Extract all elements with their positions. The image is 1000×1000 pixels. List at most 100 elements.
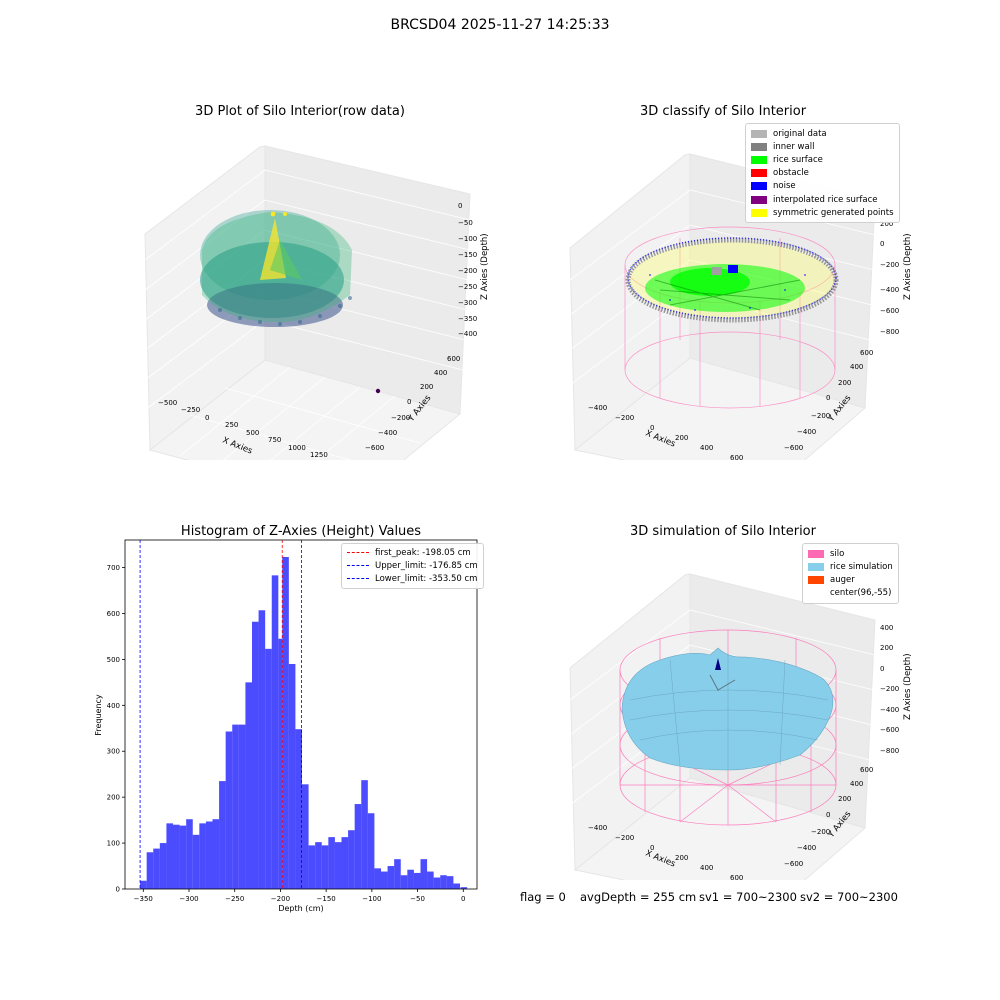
- histogram-reference-lines: [139, 540, 302, 889]
- histogram-bar: [348, 830, 355, 889]
- histogram-x-ticks: −350 −300 −250 −200 −150 −100 −50 0: [134, 889, 466, 903]
- simulation-y-tick: 200: [838, 795, 851, 803]
- raw-z-tick: 0: [458, 202, 462, 210]
- classify-x-tick: 400: [700, 444, 713, 452]
- histogram-bar: [199, 823, 206, 889]
- raw-y-tick: 0: [407, 398, 411, 406]
- status-flag: flag = 0: [520, 890, 566, 904]
- histogram-bar: [219, 781, 226, 889]
- raw-y-tick: −400: [378, 429, 397, 437]
- classify-z-tick: −800: [880, 328, 899, 336]
- histogram-bar: [374, 868, 381, 889]
- legend-item-center: center(96,-55): [808, 587, 893, 600]
- histogram-x-axis-label: Depth (cm): [278, 904, 323, 913]
- raw-data-3d-plot: −500 −250 0 250 500 750 1000 1250 −600 −…: [144, 145, 490, 460]
- classify-y-tick: 0: [826, 394, 830, 402]
- classify-noise-cluster: [728, 265, 738, 273]
- raw-z-tick: −250: [458, 283, 477, 291]
- histogram-frame: [124, 539, 478, 890]
- simulation-z-tick: −200: [880, 685, 899, 693]
- simulation-z-tick: 0: [880, 665, 884, 673]
- histogram-chart: −350 −300 −250 −200 −150 −100 −50 0 0 100 200 300 4…: [94, 539, 478, 913]
- classify-z-axis-label: Z Axies (Depth): [903, 233, 913, 300]
- raw-outlier-point: [375, 388, 381, 394]
- histogram-y-ticks: 0 100 200 300 400 500 600 700: [107, 564, 125, 894]
- simulation-z-tick: 200: [880, 644, 893, 652]
- legend-item-obstacle: obstacle: [751, 167, 894, 180]
- raw-plot-title: 3D Plot of Silo Interior(row data): [195, 104, 405, 119]
- histogram-bar: [328, 837, 335, 889]
- legend-item-rice-simulation: rice simulation: [808, 560, 893, 573]
- histogram-bar: [173, 824, 180, 889]
- histogram-bar: [251, 621, 259, 889]
- simulation-y-tick: −600: [784, 860, 803, 868]
- x-tick-label: 0: [461, 895, 465, 903]
- legend-item-silo: silo: [808, 547, 893, 560]
- x-tick-label: −350: [134, 895, 153, 903]
- y-tick-label: 200: [107, 794, 120, 802]
- histogram-bar: [140, 880, 147, 889]
- figure-title: BRCSD04 2025-11-27 14:25:33: [390, 17, 610, 33]
- histogram-bar: [394, 859, 401, 889]
- classify-z-tick: −400: [880, 286, 899, 294]
- legend-item-noise: noise: [751, 180, 894, 193]
- simulation-y-tick: −400: [797, 844, 816, 852]
- raw-y-tick: 400: [434, 369, 447, 377]
- histogram-bar: [334, 842, 342, 889]
- status-sv1: sv1 = 700~2300: [699, 890, 797, 904]
- classify-x-tick: −200: [615, 414, 634, 422]
- classify-y-tick: −600: [784, 444, 803, 452]
- histogram-bar: [407, 869, 414, 889]
- status-sv2: sv2 = 700~2300: [800, 890, 898, 904]
- histogram-bar: [245, 682, 252, 889]
- legend-item-symmetric-generated-points: symmetric generated points: [751, 206, 894, 219]
- raw-y-tick: 200: [420, 383, 433, 391]
- y-tick-label: 700: [107, 564, 120, 572]
- legend-item-upper-limit: Upper_limit: -176.85 cm: [347, 559, 478, 572]
- raw-y-tick: 600: [447, 355, 460, 363]
- simulation-3d-plot: −400 −200 0 200 400 600 −600 −400 −200 0…: [569, 573, 913, 880]
- histogram-bar: [321, 845, 329, 889]
- x-tick-label: −150: [317, 895, 336, 903]
- histogram-bar: [288, 663, 296, 889]
- y-tick-label: 0: [116, 886, 120, 894]
- histogram-bar: [302, 784, 309, 889]
- simulation-z-tick: −400: [880, 706, 899, 714]
- x-tick-label: −50: [410, 895, 425, 903]
- histogram-bars: [140, 556, 468, 889]
- classify-x-tick: 200: [675, 434, 688, 442]
- x-tick-label: −300: [179, 895, 198, 903]
- raw-floor-pane: [148, 359, 462, 460]
- x-tick-label: −200: [271, 895, 290, 903]
- histogram-bar: [440, 875, 447, 889]
- raw-x-tick: 250: [225, 421, 238, 429]
- y-tick-label: 100: [107, 840, 120, 848]
- raw-x-tick: 1000: [288, 444, 306, 452]
- classify-z-tick: −600: [880, 307, 899, 315]
- simulation-x-tick: 600: [730, 874, 743, 880]
- histogram-title: Histogram of Z-Axies (Height) Values: [180, 524, 422, 539]
- histogram-bar: [361, 780, 368, 889]
- histogram-bar: [381, 871, 388, 889]
- raw-z-axis-label: Z Axies (Depth): [480, 233, 490, 300]
- simulation-z-tick: −800: [880, 747, 899, 755]
- raw-y-tick: −200: [391, 414, 410, 422]
- raw-z-tick: −350: [458, 315, 477, 323]
- raw-x-tick: 0: [205, 414, 209, 422]
- simulation-y-tick: 0: [826, 811, 830, 819]
- simulation-x-tick: 400: [700, 864, 713, 872]
- histogram-bar: [341, 837, 349, 889]
- histogram-bar: [225, 731, 233, 889]
- classify-y-tick: −400: [797, 428, 816, 436]
- classify-floor-pane: [573, 357, 867, 460]
- raw-y-tick: −600: [365, 444, 384, 452]
- histogram-bar: [146, 852, 154, 889]
- classify-z-tick: 0: [880, 240, 884, 248]
- classify-y-tick: −200: [811, 412, 830, 420]
- raw-x-tick: 500: [246, 429, 259, 437]
- histogram-bar: [387, 866, 395, 889]
- simulation-z-tick: −600: [880, 726, 899, 734]
- raw-x-tick: −250: [181, 406, 200, 414]
- simulation-y-tick: −200: [811, 828, 830, 836]
- simulation-floor-pane: [573, 777, 867, 880]
